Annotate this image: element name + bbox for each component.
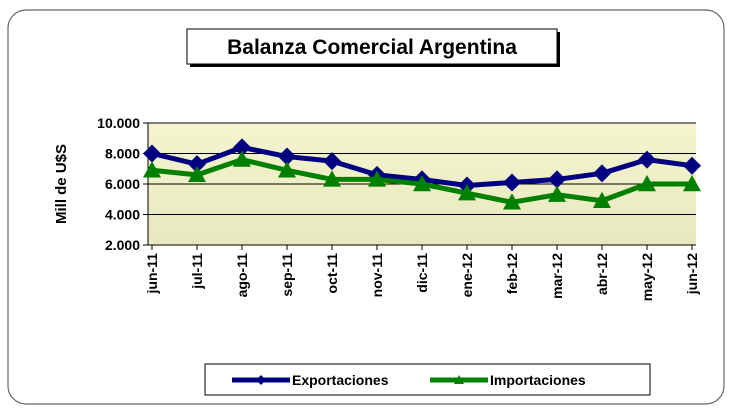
x-tick-label: mar-12 [549,253,565,299]
x-tick-label: feb-12 [504,253,520,294]
marker [458,184,476,201]
marker [683,156,701,175]
marker [638,175,656,192]
y-tick-label: 6.000 [105,176,140,192]
marker [233,150,251,167]
marker [323,152,341,171]
marker [683,175,701,192]
x-tick-label: jun-11 [144,253,160,295]
y-axis-label: Mill de U$S [53,144,70,224]
x-tick-label: abr-12 [594,253,610,295]
x-tick-label: ene-12 [459,253,475,298]
marker [278,161,296,178]
marker [188,165,206,183]
marker [503,193,521,210]
x-tick-label: oct-11 [324,253,340,294]
x-tick-label: may-12 [639,253,655,301]
marker [233,138,251,157]
marker [593,164,611,183]
y-tick-label: 10.000 [97,115,140,131]
marker [503,173,521,192]
chart-title: Balanza Comercial Argentina [227,36,517,59]
marker [278,147,296,166]
marker [323,170,341,187]
marker [256,375,266,385]
title-box [186,28,558,65]
x-tick-label: nov-11 [369,253,385,298]
marker [413,175,431,192]
y-tick-label: 8.000 [105,146,140,162]
legend-label: Exportaciones [292,372,389,388]
x-tick-label: ago-11 [234,253,250,298]
legend-label: Importaciones [490,372,586,388]
x-tick-label: dic-11 [414,253,430,293]
x-tick-label: sep-11 [279,253,295,297]
marker [368,170,386,187]
marker [454,375,464,384]
marker [188,155,206,174]
marker [143,161,161,178]
x-tick-label: jun-12 [684,253,700,295]
y-tick-label: 4.000 [105,207,140,223]
marker [638,150,656,169]
marker [548,170,566,189]
x-tick-label: jul-11 [189,253,205,290]
marker [143,144,161,163]
marker [548,185,566,202]
y-tick-label: 2.000 [105,237,140,253]
marker [593,191,611,208]
